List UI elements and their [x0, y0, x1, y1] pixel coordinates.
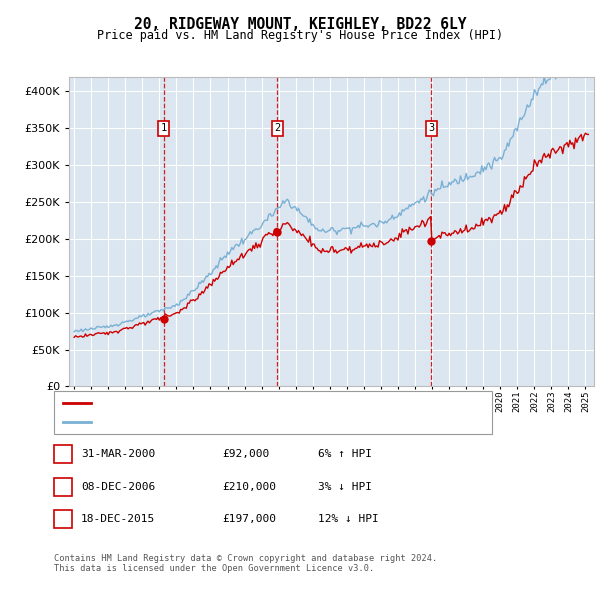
Text: 2: 2 [60, 482, 66, 491]
Text: 6% ↑ HPI: 6% ↑ HPI [318, 450, 372, 459]
Text: 3% ↓ HPI: 3% ↓ HPI [318, 482, 372, 491]
Text: 18-DEC-2015: 18-DEC-2015 [81, 514, 155, 524]
Text: 08-DEC-2006: 08-DEC-2006 [81, 482, 155, 491]
Text: 20, RIDGEWAY MOUNT, KEIGHLEY, BD22 6LY (detached house): 20, RIDGEWAY MOUNT, KEIGHLEY, BD22 6LY (… [96, 398, 440, 408]
Text: HPI: Average price, detached house, Bradford: HPI: Average price, detached house, Brad… [96, 417, 371, 427]
Text: 20, RIDGEWAY MOUNT, KEIGHLEY, BD22 6LY: 20, RIDGEWAY MOUNT, KEIGHLEY, BD22 6LY [134, 17, 466, 31]
Text: Contains HM Land Registry data © Crown copyright and database right 2024.
This d: Contains HM Land Registry data © Crown c… [54, 554, 437, 573]
Text: 2: 2 [274, 123, 281, 133]
Text: 12% ↓ HPI: 12% ↓ HPI [318, 514, 379, 524]
Text: £210,000: £210,000 [222, 482, 276, 491]
Text: Price paid vs. HM Land Registry's House Price Index (HPI): Price paid vs. HM Land Registry's House … [97, 30, 503, 42]
Text: 31-MAR-2000: 31-MAR-2000 [81, 450, 155, 459]
Text: 1: 1 [160, 123, 167, 133]
Text: £92,000: £92,000 [222, 450, 269, 459]
Text: 3: 3 [428, 123, 434, 133]
Text: £197,000: £197,000 [222, 514, 276, 524]
Text: 3: 3 [60, 514, 66, 524]
Text: 1: 1 [60, 450, 66, 459]
